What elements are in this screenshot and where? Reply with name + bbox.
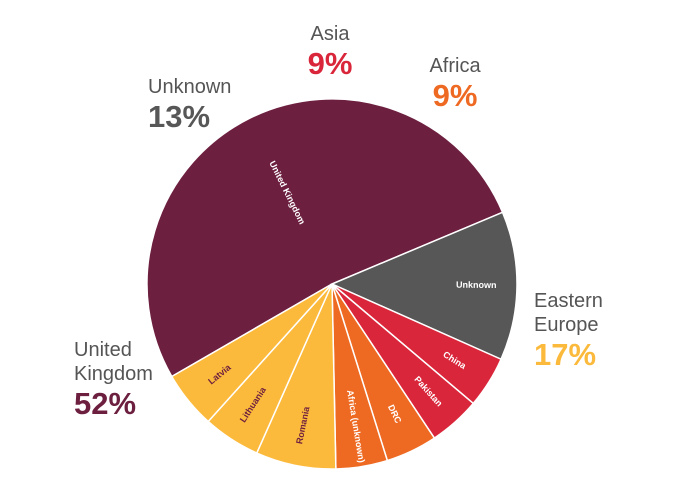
group-percent: 13% [148, 99, 210, 134]
group-percent: 17% [534, 337, 596, 372]
group-percent: 52% [74, 386, 136, 421]
slice-united-kingdom [146, 98, 504, 378]
group-name: Europe [534, 314, 599, 336]
group-name: United [74, 339, 132, 361]
slice-latvia [170, 283, 333, 423]
group-percent: 9% [308, 46, 353, 81]
group-name: Kingdom [74, 363, 153, 385]
group-name: Asia [311, 23, 351, 45]
group-name: Africa [429, 55, 481, 77]
slice-unknown [330, 211, 518, 361]
slice-label-unknown: Unknown [456, 280, 497, 290]
pie-slices [146, 98, 518, 470]
group-name: Eastern [534, 290, 603, 312]
group-name: Unknown [148, 76, 231, 98]
group-percent: 9% [433, 78, 478, 113]
